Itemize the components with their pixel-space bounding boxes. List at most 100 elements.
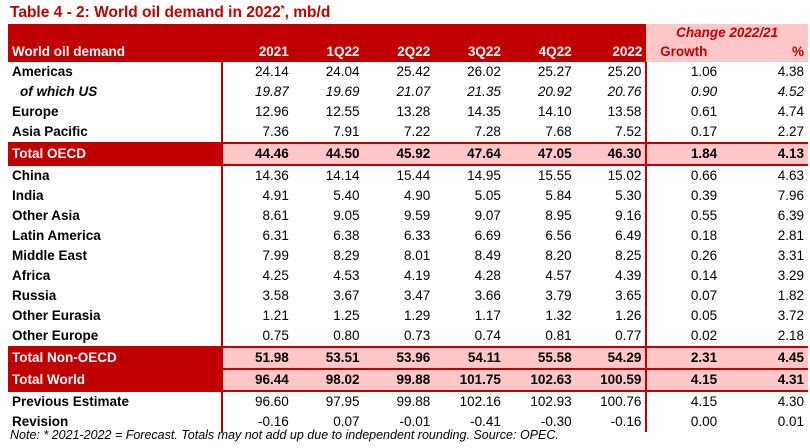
value-4q22: 47.05 [504, 142, 576, 166]
value-growth: 0.55 [690, 208, 718, 223]
row-label: Americas [8, 62, 224, 82]
value-2021: 7.36 [262, 124, 289, 139]
value-growth: 0.61 [690, 104, 718, 119]
column-header-2022: 2022 [575, 42, 647, 62]
value-2021: 0.75 [262, 328, 289, 343]
value-3q22: 54.11 [434, 346, 505, 369]
value-2022: 46.30 [575, 142, 648, 166]
value-2q22: 4.90 [403, 188, 431, 203]
column-header-growth: Growth [646, 42, 722, 62]
row-label: of which US [8, 82, 224, 102]
table-title-text: Table 4 - 2: World oil demand in 2022 [10, 4, 281, 21]
header-red-band [8, 24, 647, 42]
value-2q22: 7.22 [403, 124, 431, 139]
value-2022: 13.58 [575, 102, 648, 122]
value-1q22: 19.69 [325, 84, 360, 99]
value-3q22: 14.35 [467, 104, 501, 119]
value-2022: 5.30 [575, 186, 648, 206]
value-3q22: 0.74 [474, 328, 501, 343]
value-percent: 2.27 [777, 124, 804, 139]
value-3q22: 47.64 [434, 142, 505, 166]
table-row-russia: Russia 3.58 3.67 3.47 3.66 3.79 3.65 0.07 1.82 [8, 286, 808, 306]
value-growth: 0.39 [690, 188, 718, 203]
table-row-of-which-us: of which US 19.87 19.69 21.07 21.35 20.92 20.7… [8, 82, 808, 102]
table-row-previous-estimate: Previous Estimate 96.60 97.95 99.88 102.16 10… [8, 390, 808, 412]
value-2021: 1.21 [262, 308, 289, 323]
forecast-asterisk: * [280, 4, 285, 15]
value-4q22: 0.81 [545, 328, 572, 343]
value-percent: 4.74 [777, 104, 804, 119]
table-footnote: Note: * 2021-2022 = Forecast. Totals may… [10, 428, 559, 442]
value-growth: 0.07 [690, 288, 718, 303]
row-label: Total World [8, 368, 224, 392]
value-2q22: 13.28 [396, 104, 431, 119]
row-label: Asia Pacific [8, 122, 224, 143]
value-percent: 4.13 [721, 142, 808, 166]
value-2q22: 45.92 [363, 142, 435, 166]
table-row-other-asia: Other Asia 8.61 9.05 9.59 9.07 8.95 9.16 0.55 6.… [8, 206, 808, 226]
table-row-other-eurasia: Other Eurasia 1.21 1.25 1.29 1.17 1.32 1.26 0.0… [8, 306, 808, 326]
value-4q22: 3.79 [545, 288, 572, 303]
table-row-india: India 4.91 5.40 4.90 5.05 5.84 5.30 0.39 7.96 [8, 186, 808, 206]
column-header-2q22: 2Q22 [363, 42, 435, 62]
table-row-middle-east: Middle East 7.99 8.29 8.01 8.49 8.20 8.25 0.26 3… [8, 246, 808, 266]
value-percent: 3.29 [777, 268, 804, 283]
value-1q22: 98.02 [292, 368, 364, 392]
row-label: Other Europe [8, 326, 224, 347]
value-percent: 4.38 [777, 64, 804, 79]
table-row-latin-america: Latin America 6.31 6.38 6.33 6.69 6.56 6.49 0.1… [8, 226, 808, 246]
row-label: Middle East [8, 246, 224, 266]
column-header-1q22: 1Q22 [292, 42, 364, 62]
column-header-4q22: 4Q22 [504, 42, 576, 62]
oil-demand-table: Change 2022/21 World oil demand 2021 1Q2… [8, 24, 808, 432]
value-1q22: 8.29 [333, 248, 360, 263]
value-2022: 15.02 [575, 164, 648, 186]
value-2021: 4.91 [262, 188, 289, 203]
value-3q22: 102.16 [434, 390, 505, 412]
value-3q22: 14.95 [434, 164, 505, 186]
value-2022: 3.65 [575, 286, 648, 306]
value-1q22: 0.07 [333, 414, 360, 429]
value-4q22: 1.32 [545, 308, 572, 323]
header-row-change: Change 2022/21 [8, 24, 808, 42]
column-header-label: World oil demand [8, 42, 224, 62]
value-growth: 0.00 [690, 414, 718, 429]
value-4q22: 20.92 [537, 84, 572, 99]
value-growth: 0.05 [690, 308, 718, 323]
row-label: Total OECD [8, 142, 224, 166]
value-percent: 3.31 [777, 248, 804, 263]
value-3q22: 9.07 [474, 208, 501, 223]
row-label: Previous Estimate [8, 390, 224, 412]
row-label: Africa [8, 266, 224, 286]
value-1q22: 5.40 [333, 188, 360, 203]
value-2q22: 4.19 [403, 268, 431, 283]
value-4q22: 8.20 [545, 248, 572, 263]
value-percent: 4.52 [777, 84, 804, 99]
value-growth: 0.18 [690, 228, 718, 243]
value-percent: 4.31 [721, 368, 808, 392]
row-label: China [8, 164, 224, 186]
value-2q22: 21.07 [396, 84, 431, 99]
table-row-revision: Revision -0.16 0.07 -0.01 -0.41 -0.30 -0.16 0.0… [8, 412, 808, 432]
value-growth: 0.26 [690, 248, 718, 263]
value-2021: 14.36 [222, 164, 293, 186]
row-label: Other Eurasia [8, 306, 224, 326]
value-2022: 9.16 [575, 206, 648, 226]
value-2q22: 9.59 [403, 208, 431, 223]
table-body: Change 2022/21 World oil demand 2021 1Q2… [8, 24, 808, 432]
value-2q22: 3.47 [403, 288, 431, 303]
value-growth: 0.17 [690, 124, 718, 139]
value-3q22: 1.17 [474, 308, 501, 323]
value-percent: 3.72 [777, 308, 804, 323]
row-label: Total Non-OECD [8, 346, 224, 369]
value-2021: 19.87 [255, 84, 289, 99]
value-2021: 4.25 [262, 268, 289, 283]
value-2021: 12.96 [255, 104, 289, 119]
value-1q22: 1.25 [333, 308, 360, 323]
value-2022: 4.39 [575, 266, 648, 286]
value-growth: 0.14 [690, 268, 718, 283]
value-growth: 4.15 [646, 368, 722, 392]
value-4q22: 7.68 [545, 124, 572, 139]
value-2022: 25.20 [575, 62, 648, 82]
value-3q22: 6.69 [474, 228, 501, 243]
